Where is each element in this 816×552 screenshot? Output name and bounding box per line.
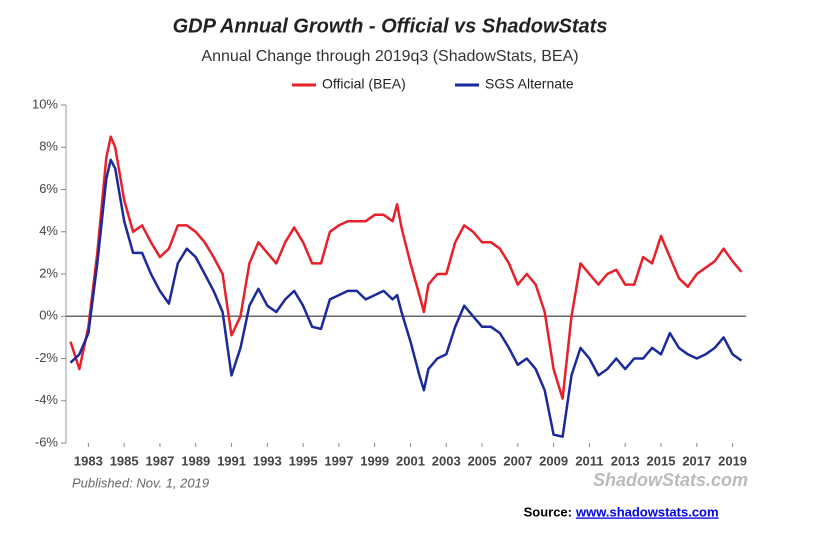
y-tick-label: 10% — [32, 96, 58, 111]
published-note: Published: Nov. 1, 2019 — [72, 475, 209, 490]
x-tick-label: 2011 — [575, 453, 603, 468]
y-tick-label: -4% — [35, 392, 59, 407]
chart-subtitle: Annual Change through 2019q3 (ShadowStat… — [201, 48, 578, 65]
x-tick-label: 2007 — [503, 453, 532, 468]
x-tick-label: 2015 — [647, 453, 676, 468]
x-tick-label: 2013 — [611, 453, 640, 468]
x-tick-label: 1989 — [181, 453, 210, 468]
x-tick-label: 2005 — [468, 453, 497, 468]
x-tick-label: 2001 — [396, 453, 425, 468]
y-tick-label: 4% — [39, 223, 58, 238]
source-label: Source: — [524, 504, 572, 519]
y-tick-label: 2% — [39, 265, 58, 280]
legend-label: Official (BEA) — [322, 76, 406, 92]
x-tick-label: 2009 — [539, 453, 568, 468]
x-tick-label: 2003 — [432, 453, 461, 468]
legend-label: SGS Alternate — [485, 76, 574, 92]
series-line — [69, 135, 743, 400]
x-tick-label: 1997 — [324, 453, 353, 468]
x-tick-label: 1985 — [110, 453, 139, 468]
y-tick-label: 8% — [39, 139, 58, 154]
watermark: ShadowStats.com — [593, 470, 748, 490]
x-tick-label: 2017 — [682, 453, 711, 468]
x-tick-label: 1983 — [74, 453, 103, 468]
x-tick-label: 1995 — [289, 453, 318, 468]
y-tick-label: 6% — [39, 181, 58, 196]
series-line — [69, 158, 743, 438]
chart-title: GDP Annual Growth - Official vs ShadowSt… — [173, 15, 608, 37]
y-tick-label: -6% — [35, 434, 59, 449]
x-tick-label: 1991 — [217, 453, 246, 468]
source-link[interactable]: www.shadowstats.com — [575, 504, 719, 519]
x-tick-label: 1999 — [360, 453, 389, 468]
y-tick-label: -2% — [35, 350, 59, 365]
x-tick-label: 1987 — [145, 453, 174, 468]
y-tick-label: 0% — [39, 308, 58, 323]
x-tick-label: 1993 — [253, 453, 282, 468]
x-tick-label: 2019 — [718, 453, 747, 468]
